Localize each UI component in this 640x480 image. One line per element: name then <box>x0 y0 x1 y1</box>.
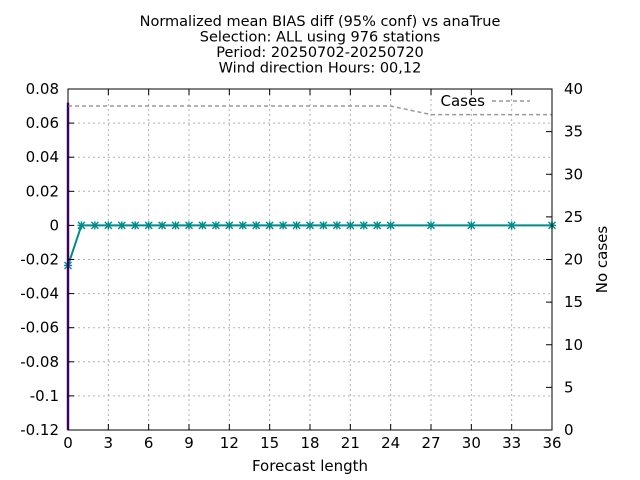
bias-point <box>252 221 261 230</box>
bias-point <box>211 221 220 230</box>
bias-point <box>265 221 274 230</box>
bias-point <box>171 221 180 230</box>
y-tick-label: -0.1 <box>30 387 59 405</box>
x-tick-label: 27 <box>421 434 440 452</box>
y2-tick-label: 20 <box>564 251 583 269</box>
bias-point <box>319 221 328 230</box>
bias-point <box>332 221 341 230</box>
y2-tick-label: 25 <box>564 208 583 226</box>
x-axis-label: Forecast length <box>252 457 368 475</box>
x-axis: 0 3 6 9 12 15 18 21 24 27 30 33 36 <box>63 89 562 452</box>
bias-point <box>90 221 99 230</box>
y2-tick-label: 30 <box>564 165 583 183</box>
grid <box>68 89 552 430</box>
x-tick-label: 12 <box>220 434 239 452</box>
y-tick-label: -0.06 <box>20 319 59 337</box>
bias-point <box>158 221 167 230</box>
title-line: Selection: ALL using 976 stations <box>200 30 441 46</box>
bias-point <box>306 221 314 230</box>
bias-point <box>373 221 382 230</box>
y2-axis: 0 5 10 15 20 25 30 35 40 <box>546 80 583 439</box>
y-tick-label: -0.12 <box>20 421 59 439</box>
bias-point <box>144 221 153 230</box>
x-tick-label: 0 <box>63 434 73 452</box>
x-tick-label: 24 <box>381 434 400 452</box>
bias-point <box>292 221 301 230</box>
y2-tick-label: 0 <box>564 421 574 439</box>
bias-point <box>117 221 126 230</box>
x-tick-label: 21 <box>341 434 360 452</box>
y-tick-label: 0.06 <box>26 114 59 132</box>
x-tick-label: 33 <box>502 434 521 452</box>
x-tick-label: 36 <box>542 434 561 452</box>
bias-point <box>131 221 140 230</box>
y-tick-label: 0.08 <box>26 80 59 98</box>
y2-tick-label: 40 <box>564 80 583 98</box>
y2-axis-label: No cases <box>593 226 611 294</box>
y-tick-label: 0.04 <box>26 148 59 166</box>
y-tick-label: -0.04 <box>20 285 59 303</box>
x-tick-label: 30 <box>462 434 481 452</box>
bias-point <box>77 221 86 230</box>
y2-tick-label: 15 <box>564 293 583 311</box>
y2-tick-label: 5 <box>564 378 574 396</box>
bias-point <box>467 221 476 230</box>
y-tick-label: 0.02 <box>26 182 59 200</box>
bias-point <box>346 221 355 230</box>
y2-tick-label: 10 <box>564 336 583 354</box>
y2-tick-label: 35 <box>564 123 583 141</box>
bias-point <box>386 221 395 230</box>
title-line: Wind direction Hours: 00,12 <box>219 61 422 77</box>
x-tick-label: 18 <box>300 434 319 452</box>
bias-point <box>185 221 193 230</box>
bias-point <box>427 221 435 230</box>
title-line: Period: 20250702-20250720 <box>216 45 424 61</box>
legend-label-cases: Cases <box>440 92 485 110</box>
bias-point <box>225 221 234 230</box>
x-tick-label: 6 <box>144 434 154 452</box>
bias-point <box>104 221 113 230</box>
series <box>64 102 556 430</box>
x-tick-label: 15 <box>260 434 279 452</box>
chart-title: Normalized mean BIAS diff (95% conf) vs … <box>140 14 501 77</box>
bias-point <box>279 221 288 230</box>
bias-point <box>507 221 516 230</box>
x-tick-label: 9 <box>184 434 194 452</box>
legend: Cases <box>440 92 530 110</box>
y-axis: -0.12 -0.1 -0.08 -0.06 -0.04 -0.02 0 0.02 0.04 0.… <box>20 80 74 439</box>
y-tick-label: -0.08 <box>20 353 59 371</box>
y-tick-label: -0.02 <box>20 251 59 269</box>
bias-point <box>238 221 247 230</box>
x-tick-label: 3 <box>104 434 114 452</box>
y-tick-label: 0 <box>49 216 59 234</box>
title-line: Normalized mean BIAS diff (95% conf) vs … <box>140 14 501 30</box>
bias-point <box>359 221 368 230</box>
bias-point <box>198 221 207 230</box>
